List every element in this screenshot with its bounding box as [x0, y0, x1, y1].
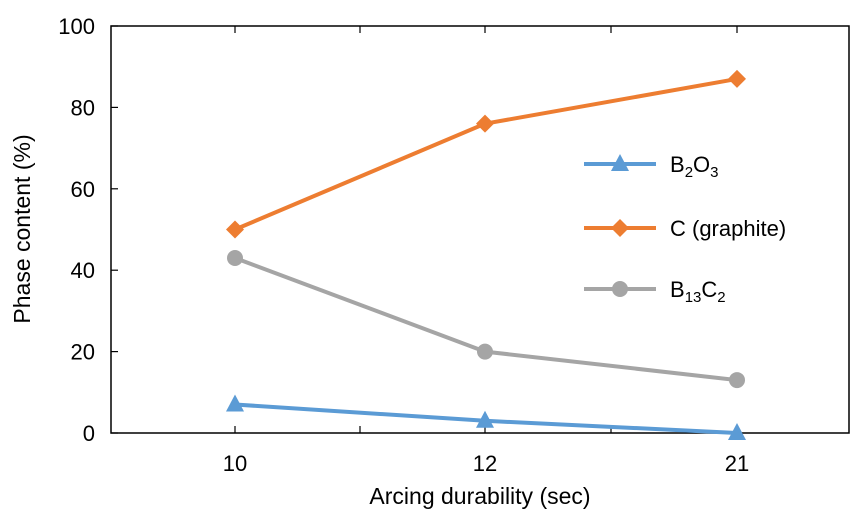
x-axis-title: Arcing durability (sec) — [369, 483, 590, 509]
x-tick-label: 21 — [725, 451, 749, 476]
data-point — [728, 423, 746, 440]
y-axis: 0 20 40 60 80 100 — [58, 14, 118, 446]
data-point — [476, 114, 494, 133]
legend-label: B13C2 — [670, 277, 726, 306]
y-axis-title: Phase content (%) — [9, 134, 35, 323]
x-axis: 10 12 21 — [223, 26, 749, 476]
legend-label: B2O3 — [670, 152, 719, 181]
y-tick-label: 20 — [71, 340, 95, 365]
legend-swatch-marker — [612, 281, 628, 297]
legend-swatch-marker — [611, 219, 629, 237]
y-tick-label: 0 — [83, 421, 95, 446]
data-point — [728, 69, 746, 88]
legend: B2O3 C (graphite) B13C2 — [584, 152, 786, 306]
series-diamond — [226, 69, 746, 239]
y-tick-label: 80 — [71, 95, 95, 120]
series-layer — [226, 69, 746, 440]
data-point — [226, 394, 244, 412]
legend-label: C (graphite) — [670, 216, 786, 241]
series-line — [234, 256, 738, 383]
legend-item: C (graphite) — [584, 216, 786, 241]
data-point — [227, 249, 243, 266]
series-circle — [227, 249, 745, 389]
data-point — [476, 410, 494, 428]
data-point — [477, 343, 493, 360]
y-tick-label: 100 — [58, 14, 95, 39]
legend-swatch-marker — [611, 154, 629, 171]
x-tick-label: 12 — [473, 451, 497, 476]
data-point — [729, 372, 745, 389]
series-line — [234, 76, 738, 232]
legend-item: B13C2 — [584, 277, 726, 306]
x-tick-label: 10 — [223, 451, 247, 476]
plot-frame — [110, 25, 850, 434]
data-point — [226, 220, 244, 239]
legend-item: B2O3 — [584, 152, 719, 181]
y-tick-label: 40 — [71, 258, 95, 283]
series-triangle — [226, 394, 746, 440]
y-tick-label: 60 — [71, 177, 95, 202]
